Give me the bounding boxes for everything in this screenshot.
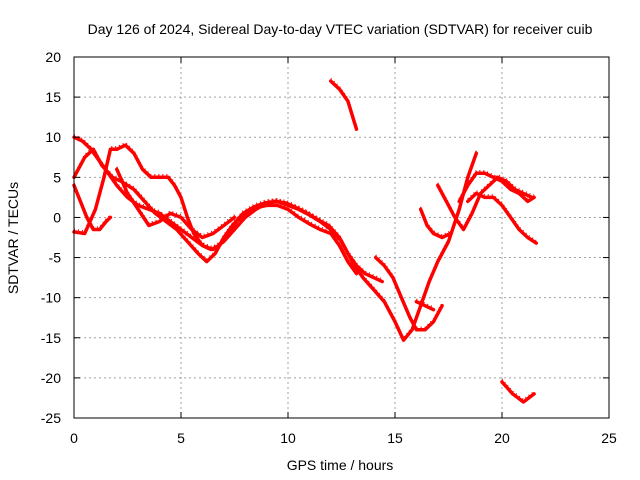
x-tick-labels: 0 5 10 15 20 25 [70, 430, 617, 446]
y-tick-label: 0 [53, 209, 61, 225]
y-tick-label: -15 [41, 330, 61, 346]
data-series [72, 78, 538, 404]
series-arc-2-markers [73, 145, 383, 280]
y-tick-label: 5 [53, 169, 61, 185]
series-arc-3 [72, 183, 113, 232]
series-arc-2 [72, 147, 384, 284]
series-arc-6 [329, 79, 359, 131]
series-arc-9 [418, 207, 453, 240]
series-arc-10-markers [437, 173, 533, 229]
series-arc-5-markers [116, 166, 235, 236]
axis-ticks [73, 56, 610, 419]
series-arc-11 [457, 171, 536, 204]
series-arc-8 [414, 299, 436, 312]
series-arc-4-markers [73, 141, 358, 272]
series-arc-3-markers [73, 182, 111, 228]
y-tick-label: -20 [41, 370, 61, 386]
series-arc-13 [500, 380, 536, 404]
grid [74, 57, 609, 418]
x-tick-label: 5 [177, 430, 185, 446]
plot-frame [73, 56, 610, 419]
y-tick-label: -25 [41, 410, 61, 426]
series-arc-1-markers [73, 134, 478, 340]
series-arc-4 [72, 143, 359, 276]
y-tick-label: -10 [41, 290, 61, 306]
series-arc-13-markers [501, 378, 535, 401]
x-axis-title: GPS time / hours [287, 457, 394, 473]
x-tick-label: 20 [494, 430, 510, 446]
x-tick-label: 25 [601, 430, 617, 446]
x-tick-label: 10 [280, 430, 296, 446]
y-axis-title: SDTVAR / TECUs [5, 182, 21, 294]
chart-title: Day 126 of 2024, Sidereal Day-to-day VTE… [88, 21, 593, 37]
series-arc-12 [466, 191, 538, 245]
y-tick-label: 10 [45, 129, 61, 145]
series-arc-10 [436, 175, 534, 232]
y-tick-label: 15 [45, 89, 61, 105]
y-tick-label: 20 [45, 49, 61, 65]
x-tick-label: 0 [70, 430, 78, 446]
series-arc-9-markers [420, 206, 451, 236]
y-tick-label: -5 [49, 250, 62, 266]
series-arc-7 [373, 255, 444, 332]
x-tick-label: 15 [387, 430, 403, 446]
series-arc-7-markers [375, 254, 443, 329]
y-tick-labels: -25 -20 -15 -10 -5 0 5 10 15 20 [41, 49, 61, 426]
series-arc-1 [72, 135, 479, 342]
series-arc-5 [115, 167, 237, 240]
